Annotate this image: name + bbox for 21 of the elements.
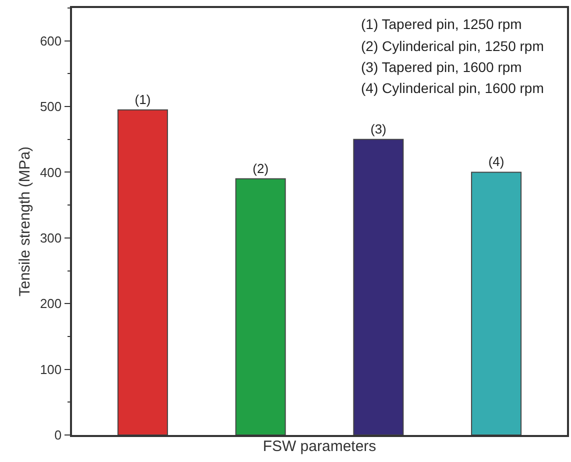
y-tick-label: 500 xyxy=(40,99,62,114)
y-tick-label: 600 xyxy=(40,33,62,48)
y-tick-label: 100 xyxy=(40,362,62,377)
annotation: (3) Tapered pin, 1600 rpm xyxy=(361,59,522,75)
bar xyxy=(471,172,522,435)
x-tick-label: (4) xyxy=(488,154,504,170)
x-tick-label: (2) xyxy=(252,160,269,176)
y-tick-label: 0 xyxy=(54,428,62,443)
bar xyxy=(235,178,286,435)
x-tick-label: (1) xyxy=(134,92,151,107)
bar xyxy=(117,109,168,435)
annotation: (1) Tapered pin, 1250 rpm xyxy=(361,16,522,32)
x-tick-label: (3) xyxy=(370,121,386,136)
x-axis-title: FSW parameters xyxy=(262,438,376,455)
annotation: (2) Cylinderical pin, 1250 rpm xyxy=(361,38,544,54)
y-tick-label: 200 xyxy=(40,296,62,312)
y-tick-label: 400 xyxy=(40,164,62,180)
y-axis-title: Tensile strength (MPa) xyxy=(16,146,34,297)
y-tick-label: 300 xyxy=(40,230,62,246)
annotation: (4) Cylinderical pin, 1600 rpm xyxy=(361,80,544,96)
bar xyxy=(353,138,404,435)
